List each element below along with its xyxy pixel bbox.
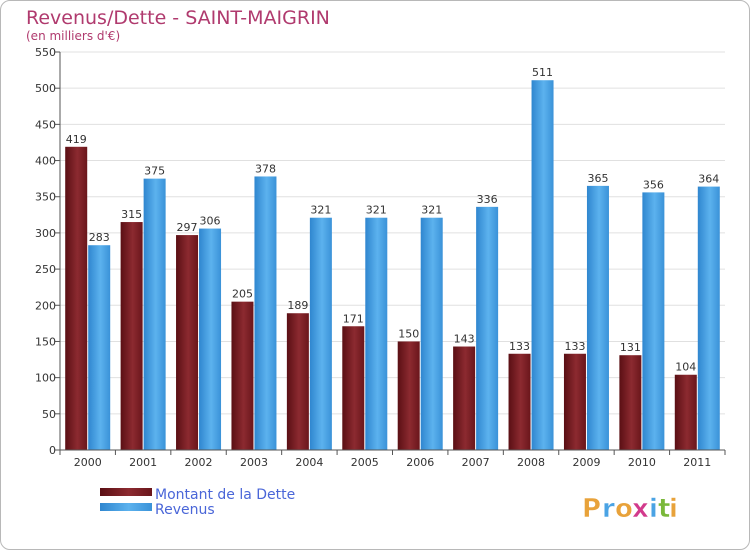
legend-swatch-debt xyxy=(100,488,152,496)
x-tick-label: 2005 xyxy=(351,456,379,469)
bar-debt xyxy=(231,301,254,450)
legend-label-revenue: Revenus xyxy=(155,502,215,518)
chart-subtitle: (en milliers d'€) xyxy=(26,29,120,43)
x-tick-label: 2011 xyxy=(683,456,711,469)
logo-letter: i xyxy=(669,494,679,524)
x-tick-label: 2003 xyxy=(240,456,268,469)
value-label-debt: 150 xyxy=(398,327,419,340)
x-axis: 2000 2001 2002 2003 2004 2005 2006 2007 2008 2009… xyxy=(59,449,726,469)
bar-revenue xyxy=(309,217,332,450)
bar-debt xyxy=(176,235,199,450)
x-tick-label: 2009 xyxy=(572,456,600,469)
x-tick-label: 2002 xyxy=(185,456,213,469)
legend: Montant de la Dette Revenus xyxy=(100,487,295,518)
bar-debt xyxy=(674,374,697,450)
value-label-debt: 297 xyxy=(177,221,198,234)
value-label-revenue: 356 xyxy=(643,178,664,191)
value-label-debt: 104 xyxy=(675,361,696,374)
x-tick-label: 2006 xyxy=(406,456,434,469)
value-label-revenue: 306 xyxy=(200,215,221,228)
logo-letter: P xyxy=(582,494,602,524)
bar-revenue xyxy=(586,185,609,450)
value-label-debt: 419 xyxy=(66,133,87,146)
y-tick-label: 500 xyxy=(35,82,56,95)
bar-debt xyxy=(65,146,88,450)
legend-label-debt: Montant de la Dette xyxy=(155,487,295,503)
x-tick-label: 2007 xyxy=(462,456,490,469)
y-tick-label: 0 xyxy=(49,444,56,457)
value-label-debt: 171 xyxy=(343,312,364,325)
value-label-debt: 315 xyxy=(121,208,142,221)
value-label-revenue: 321 xyxy=(310,204,331,217)
value-label-debt: 131 xyxy=(620,341,641,354)
bar-revenue xyxy=(531,80,554,451)
x-tick-label: 2008 xyxy=(517,456,545,469)
value-label-revenue: 378 xyxy=(255,162,276,175)
bar-debt xyxy=(619,355,642,450)
y-tick-label: 300 xyxy=(35,227,56,240)
y-tick-label: 400 xyxy=(35,155,56,168)
y-tick-label: 150 xyxy=(35,335,56,348)
bar-debt xyxy=(508,353,531,450)
value-label-revenue: 365 xyxy=(587,172,608,185)
bar-revenue xyxy=(143,178,166,451)
value-label-debt: 133 xyxy=(564,340,585,353)
legend-swatch-revenue xyxy=(100,503,152,511)
logo-letter: t xyxy=(658,494,671,524)
bar-debt xyxy=(563,353,586,450)
bar-revenue xyxy=(642,192,665,451)
y-tick-label: 200 xyxy=(35,299,56,312)
bar-revenue xyxy=(88,245,111,450)
value-label-debt: 133 xyxy=(509,340,530,353)
bar-debt xyxy=(397,341,420,450)
value-label-debt: 143 xyxy=(454,333,475,346)
value-label-debt: 189 xyxy=(287,299,308,312)
x-tick-label: 2010 xyxy=(628,456,656,469)
logo-letter: r xyxy=(602,494,616,524)
value-label-revenue: 336 xyxy=(477,193,498,206)
bar-revenue xyxy=(476,206,499,450)
bar-debt xyxy=(453,346,476,450)
bar-revenue xyxy=(199,228,222,450)
value-label-revenue: 364 xyxy=(698,173,719,186)
y-tick-label: 350 xyxy=(35,191,56,204)
logo-letter: o xyxy=(615,494,634,524)
y-tick-label: 550 xyxy=(35,46,56,59)
value-label-revenue: 375 xyxy=(144,165,165,178)
value-label-revenue: 321 xyxy=(421,204,442,217)
bar-revenue xyxy=(254,176,277,450)
bar-debt xyxy=(286,313,309,450)
x-tick-label: 2001 xyxy=(129,456,157,469)
value-label-debt: 205 xyxy=(232,288,253,301)
bar-revenue xyxy=(365,217,388,450)
bar-revenue xyxy=(420,217,443,450)
y-tick-label: 100 xyxy=(35,372,56,385)
logo-letter: x xyxy=(632,494,650,524)
value-label-revenue: 511 xyxy=(532,66,553,79)
y-tick-label: 250 xyxy=(35,263,56,276)
y-axis: 0 50 100 150 200 250 300 350 400 450 500 550 xyxy=(35,46,61,457)
x-tick-label: 2004 xyxy=(295,456,323,469)
y-tick-label: 450 xyxy=(35,118,56,131)
value-label-revenue: 321 xyxy=(366,204,387,217)
y-tick-label: 50 xyxy=(42,408,56,421)
bar-debt xyxy=(120,222,143,450)
value-label-revenue: 283 xyxy=(89,231,110,244)
chart-title: Revenus/Dette - SAINT-MAIGRIN xyxy=(26,7,330,29)
bar-debt xyxy=(342,326,365,450)
logo-letter: i xyxy=(649,494,659,524)
x-tick-label: 2000 xyxy=(74,456,102,469)
bar-revenue xyxy=(697,186,720,450)
